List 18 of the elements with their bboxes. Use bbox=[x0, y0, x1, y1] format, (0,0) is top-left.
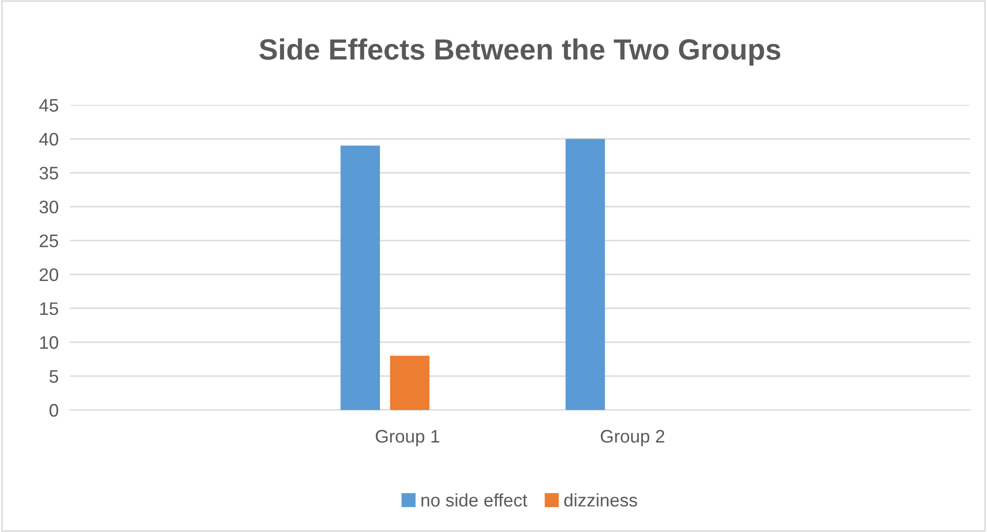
y-tick-label: 25 bbox=[40, 234, 58, 248]
bar bbox=[340, 146, 380, 410]
y-tick-label: 15 bbox=[40, 302, 58, 316]
y-tick-label: 0 bbox=[50, 404, 58, 417]
legend-label: no side effect bbox=[422, 493, 528, 507]
y-tick-label: 5 bbox=[50, 370, 58, 383]
x-tick-label: Group 1 bbox=[376, 430, 440, 446]
y-tick-label: 20 bbox=[40, 268, 58, 282]
y-tick-label: 35 bbox=[39, 166, 58, 180]
y-tick-label: 10 bbox=[40, 336, 58, 349]
bar bbox=[390, 356, 430, 410]
chart-title: Side Effects Between the Two Groups bbox=[259, 38, 780, 66]
legend-label: dizziness bbox=[564, 493, 638, 507]
y-tick-label: 40 bbox=[39, 132, 58, 146]
x-tick-label: Group 2 bbox=[600, 430, 664, 446]
y-tick-label: 45 bbox=[39, 99, 58, 112]
bar bbox=[566, 138, 605, 410]
y-tick-label: 30 bbox=[39, 200, 58, 214]
